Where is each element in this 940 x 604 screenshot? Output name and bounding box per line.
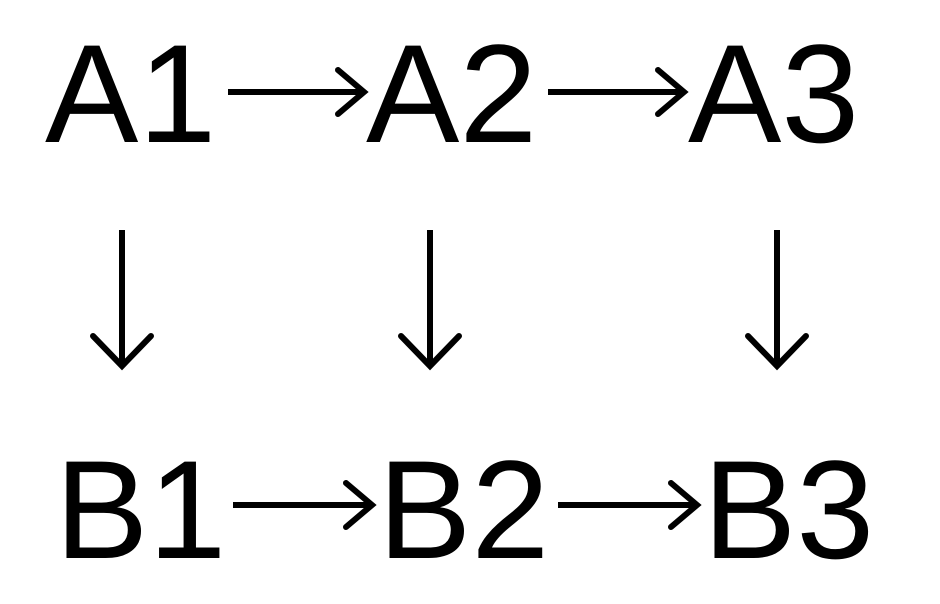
arrow-a2-a3 (548, 67, 689, 117)
node-a1: A1 (45, 15, 216, 172)
node-b3: B3 (703, 431, 874, 588)
arrow-a1-b1 (90, 230, 154, 371)
node-b2: B2 (378, 431, 549, 588)
node-b1: B1 (55, 431, 226, 588)
arrow-b2-b3 (558, 480, 702, 530)
node-a2: A2 (366, 15, 537, 172)
node-a3: A3 (688, 15, 859, 172)
arrow-a2-b2 (398, 230, 462, 371)
arrow-a3-b3 (745, 230, 809, 371)
arrow-b1-b2 (233, 480, 377, 530)
arrow-a1-a2 (228, 67, 369, 117)
